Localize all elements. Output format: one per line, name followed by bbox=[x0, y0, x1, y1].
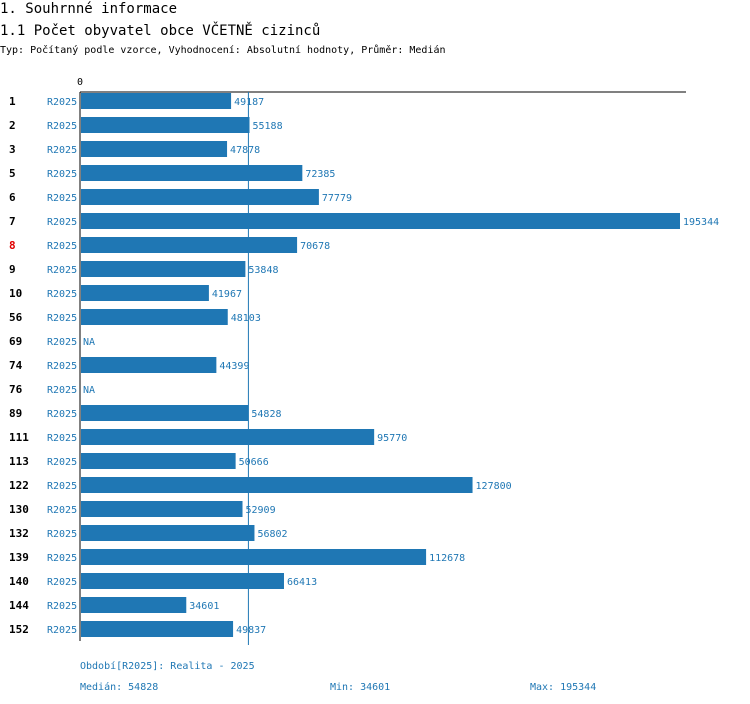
max-stat: Max: 195344 bbox=[530, 682, 597, 693]
value-label: 53848 bbox=[248, 265, 278, 276]
period-label: Období[R2025]: Realita - 2025 bbox=[80, 661, 255, 672]
bar bbox=[81, 597, 187, 613]
value-label: 49187 bbox=[234, 97, 264, 108]
category-label: 122 bbox=[9, 479, 29, 492]
bar bbox=[81, 141, 228, 157]
series-label: R2025 bbox=[47, 337, 77, 348]
category-label: 7 bbox=[9, 215, 16, 228]
bar bbox=[81, 93, 232, 109]
series-label: R2025 bbox=[47, 409, 77, 420]
bar bbox=[81, 309, 228, 325]
value-label: 50666 bbox=[239, 457, 269, 468]
series-label: R2025 bbox=[47, 193, 77, 204]
category-label: 144 bbox=[9, 599, 29, 612]
series-label: R2025 bbox=[47, 265, 77, 276]
value-label: 70678 bbox=[300, 241, 330, 252]
bar bbox=[81, 477, 473, 493]
category-label: 76 bbox=[9, 383, 23, 396]
series-label: R2025 bbox=[47, 481, 77, 492]
category-label: 2 bbox=[9, 119, 16, 132]
category-label: 56 bbox=[9, 311, 23, 324]
bar bbox=[81, 237, 298, 253]
value-label: 44399 bbox=[219, 361, 249, 372]
value-label: NA bbox=[83, 385, 95, 396]
category-label: 113 bbox=[9, 455, 29, 468]
bar bbox=[81, 621, 234, 637]
category-label: 130 bbox=[9, 503, 29, 516]
value-label: 72385 bbox=[305, 169, 335, 180]
value-label: NA bbox=[83, 337, 95, 348]
bar bbox=[81, 261, 246, 277]
bar bbox=[81, 501, 243, 517]
chart-title: 1.1 Počet obyvatel obce VČETNĚ cizinců bbox=[0, 23, 321, 39]
category-label: 140 bbox=[9, 575, 29, 588]
series-label: R2025 bbox=[47, 217, 77, 228]
category-label: 3 bbox=[9, 143, 16, 156]
median-stat: Medián: 54828 bbox=[80, 682, 159, 693]
category-label: 74 bbox=[9, 359, 23, 372]
value-label: 195344 bbox=[683, 217, 719, 228]
value-label: 41967 bbox=[212, 289, 242, 300]
series-label: R2025 bbox=[47, 145, 77, 156]
series-label: R2025 bbox=[47, 121, 77, 132]
value-label: 55188 bbox=[253, 121, 283, 132]
series-label: R2025 bbox=[47, 529, 77, 540]
bar bbox=[81, 453, 236, 469]
category-label: 6 bbox=[9, 191, 16, 204]
value-label: 95770 bbox=[377, 433, 407, 444]
value-label: 47878 bbox=[230, 145, 260, 156]
series-label: R2025 bbox=[47, 433, 77, 444]
chart-subtitle: Typ: Počítaný podle vzorce, Vyhodnocení:… bbox=[0, 45, 446, 56]
value-label: 127800 bbox=[476, 481, 512, 492]
value-label: 56802 bbox=[257, 529, 287, 540]
axis-origin-tick: 0 bbox=[77, 77, 83, 88]
value-label: 52909 bbox=[246, 505, 276, 516]
series-label: R2025 bbox=[47, 361, 77, 372]
bar bbox=[81, 189, 319, 205]
bar bbox=[81, 285, 209, 301]
series-label: R2025 bbox=[47, 169, 77, 180]
category-label: 89 bbox=[9, 407, 22, 420]
bar bbox=[81, 213, 680, 229]
category-label: 9 bbox=[9, 263, 16, 276]
value-label: 54828 bbox=[251, 409, 281, 420]
min-stat: Min: 34601 bbox=[330, 682, 391, 693]
category-label: 1 bbox=[9, 95, 16, 108]
value-label: 49837 bbox=[236, 625, 266, 636]
series-label: R2025 bbox=[47, 553, 77, 564]
series-label: R2025 bbox=[47, 505, 77, 516]
category-label: 69 bbox=[9, 335, 22, 348]
bar bbox=[81, 429, 375, 445]
bar bbox=[81, 405, 249, 421]
value-label: 66413 bbox=[287, 577, 317, 588]
series-label: R2025 bbox=[47, 97, 77, 108]
series-label: R2025 bbox=[47, 457, 77, 468]
value-label: 48103 bbox=[231, 313, 261, 324]
series-label: R2025 bbox=[47, 385, 77, 396]
bar bbox=[81, 573, 284, 589]
category-label: 5 bbox=[9, 167, 16, 180]
bar bbox=[81, 165, 303, 181]
category-label: 139 bbox=[9, 551, 29, 564]
category-label: 111 bbox=[9, 431, 29, 444]
series-label: R2025 bbox=[47, 241, 77, 252]
bar bbox=[81, 525, 255, 541]
bar bbox=[81, 357, 217, 373]
category-label: 10 bbox=[9, 287, 22, 300]
value-label: 112678 bbox=[429, 553, 465, 564]
bar bbox=[81, 549, 427, 565]
bar bbox=[81, 117, 250, 133]
value-label: 34601 bbox=[189, 601, 219, 612]
series-label: R2025 bbox=[47, 289, 77, 300]
series-label: R2025 bbox=[47, 313, 77, 324]
bar-chart: 0 1 R2025 49187 2 R2025 55188 3 R2025 47878 5 R2025… bbox=[9, 77, 719, 645]
category-label: 8 bbox=[9, 239, 16, 252]
category-label: 152 bbox=[9, 623, 29, 636]
series-label: R2025 bbox=[47, 577, 77, 588]
section-title: 1. Souhrnné informace bbox=[0, 1, 178, 17]
category-label: 132 bbox=[9, 527, 29, 540]
value-label: 77779 bbox=[322, 193, 352, 204]
series-label: R2025 bbox=[47, 625, 77, 636]
series-label: R2025 bbox=[47, 601, 77, 612]
